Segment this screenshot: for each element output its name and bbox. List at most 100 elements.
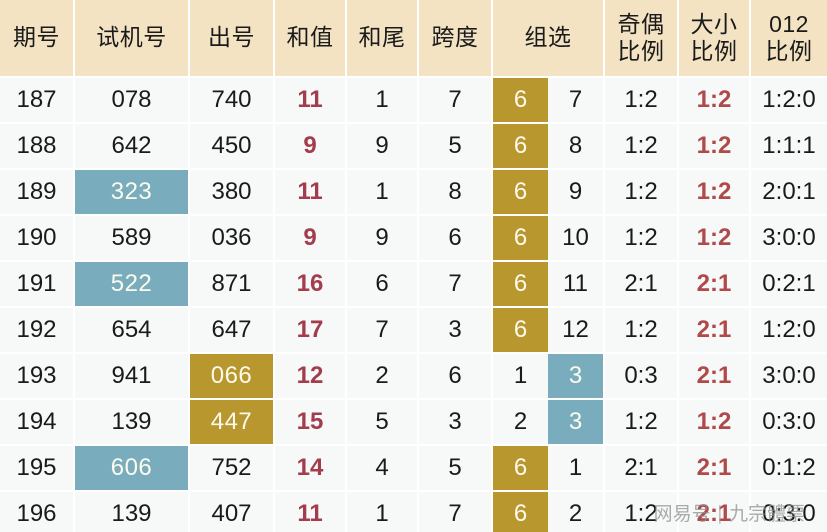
cell-drawno: 752	[190, 446, 275, 492]
table-row[interactable]: 194 139 447 15 5 3 2 3 1:2 1:2 0:3:0	[0, 400, 827, 446]
cell-bigsmall: 1:2	[679, 170, 751, 216]
cell-span: 5	[419, 446, 493, 492]
column-header-span[interactable]: 跨度	[419, 0, 493, 78]
column-header-ratio012[interactable]: 012 比例	[751, 0, 827, 78]
cell-span: 3	[419, 400, 493, 446]
cell-testno: 078	[75, 78, 190, 124]
group-split: 6 11	[493, 262, 603, 306]
cell-drawno: 036	[190, 216, 275, 262]
cell-issue: 195	[0, 446, 75, 492]
column-header-oddeven[interactable]: 奇偶 比例	[605, 0, 679, 78]
drawno-value: 450	[211, 132, 252, 159]
cell-ratio012: 0:2:1	[751, 262, 827, 308]
group-left-highlight-gold: 6	[493, 308, 548, 352]
testno-highlight-teal: 522	[75, 262, 188, 306]
cell-bigsmall: 2:1	[679, 354, 751, 400]
drawno-value: 380	[211, 178, 252, 205]
group-split: 6 10	[493, 216, 603, 260]
header-row: 期号 试机号 出号 和值 和尾 跨度 组选	[0, 0, 827, 78]
table-row[interactable]: 189 323 380 11 1 8 6 9 1:2 1:2 2:0:1	[0, 170, 827, 216]
group-right-value: 9	[568, 178, 583, 205]
cell-sum: 17	[275, 308, 347, 354]
cell-sumtail: 2	[347, 354, 419, 400]
testno-highlight-teal: 323	[75, 170, 188, 214]
cell-testno: 642	[75, 124, 190, 170]
cell-issue: 189	[0, 170, 75, 216]
cell-ratio012: 1:1:1	[751, 124, 827, 170]
cell-span: 5	[419, 124, 493, 170]
column-header-drawno[interactable]: 出号	[190, 0, 275, 78]
table-row[interactable]: 193 941 066 12 2 6 1 3 0:3 2:1 3:0:0	[0, 354, 827, 400]
cell-oddeven: 1:2	[605, 492, 679, 532]
cell-testno: 654	[75, 308, 190, 354]
column-header-sumtail[interactable]: 和尾	[347, 0, 419, 78]
cell-span: 7	[419, 262, 493, 308]
testno-value: 139	[111, 500, 152, 527]
column-header-testno[interactable]: 试机号	[75, 0, 190, 78]
group-right-value: 7	[568, 86, 583, 113]
header-label-line1: 大小	[690, 10, 738, 37]
testno-value: 642	[111, 132, 152, 159]
cell-oddeven: 2:1	[605, 446, 679, 492]
table-row[interactable]: 195 606 752 14 4 5 6 1 2:1 2:1 0:1:2	[0, 446, 827, 492]
cell-drawno: 871	[190, 262, 275, 308]
drawno-value: 752	[211, 454, 252, 481]
cell-bigsmall: 2:1	[679, 308, 751, 354]
cell-group: 6 11	[493, 262, 605, 308]
cell-span: 6	[419, 354, 493, 400]
drawno-value: 647	[211, 316, 252, 343]
cell-ratio012: 1:2:0	[751, 308, 827, 354]
table-row[interactable]: 187 078 740 11 1 7 6 7 1:2 1:2 1:2:0	[0, 78, 827, 124]
cell-oddeven: 1:2	[605, 216, 679, 262]
group-right-value: 12	[562, 316, 589, 343]
group-left-highlight-gold: 6	[493, 170, 548, 214]
cell-sum: 14	[275, 446, 347, 492]
table-row[interactable]: 191 522 871 16 6 7 6 11 2:1 2:1 0:2:1	[0, 262, 827, 308]
cell-bigsmall: 2:1	[679, 446, 751, 492]
cell-drawno: 447	[190, 400, 275, 446]
testno-value: 139	[111, 408, 152, 435]
header-label-line2: 比例	[617, 38, 665, 64]
cell-issue: 194	[0, 400, 75, 446]
group-right-highlight-teal: 3	[548, 400, 603, 444]
group-left-value: 2	[513, 408, 528, 435]
cell-span: 7	[419, 492, 493, 532]
column-header-bigsmall[interactable]: 大小 比例	[679, 0, 751, 78]
group-right-value: 11	[563, 270, 588, 297]
cell-ratio012: 0:3:0	[751, 492, 827, 532]
cell-testno: 139	[75, 400, 190, 446]
cell-testno: 589	[75, 216, 190, 262]
table-row[interactable]: 190 589 036 9 9 6 6 10 1:2 1:2 3:0:0	[0, 216, 827, 262]
cell-sumtail: 1	[347, 78, 419, 124]
cell-bigsmall: 2:1	[679, 262, 751, 308]
header-label-line1: 期号	[13, 24, 60, 51]
column-header-group[interactable]: 组选	[493, 0, 605, 78]
table-row[interactable]: 188 642 450 9 9 5 6 8 1:2 1:2 1:1:1	[0, 124, 827, 170]
drawno-highlight-gold: 447	[190, 400, 273, 444]
drawno-value: 407	[211, 500, 252, 527]
cell-ratio012: 0:1:2	[751, 446, 827, 492]
header-label-line2: 比例	[690, 38, 738, 64]
group-right-value: 1	[568, 454, 583, 481]
cell-drawno: 450	[190, 124, 275, 170]
column-header-issue[interactable]: 期号	[0, 0, 75, 78]
cell-issue: 187	[0, 78, 75, 124]
cell-testno: 522	[75, 262, 190, 308]
cell-testno: 941	[75, 354, 190, 400]
table-row[interactable]: 192 654 647 17 7 3 6 12 1:2 2:1 1:2:0	[0, 308, 827, 354]
cell-span: 8	[419, 170, 493, 216]
header-label-line1: 奇偶	[617, 10, 665, 37]
table-row[interactable]: 196 139 407 11 1 7 6 2 1:2 2:1 0:3:0	[0, 492, 827, 532]
cell-bigsmall: 2:1	[679, 492, 751, 532]
column-header-sum[interactable]: 和值	[275, 0, 347, 78]
testno-value: 078	[111, 86, 152, 113]
cell-oddeven: 1:2	[605, 78, 679, 124]
header-label-line1: 和值	[286, 24, 334, 51]
cell-sumtail: 6	[347, 262, 419, 308]
cell-issue: 193	[0, 354, 75, 400]
group-right-value: 10	[562, 224, 589, 251]
